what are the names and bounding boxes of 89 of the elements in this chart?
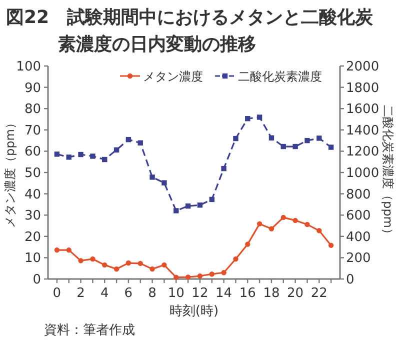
x-tick-label: 20 bbox=[287, 286, 304, 301]
point bbox=[209, 272, 214, 277]
x-tick-label: 2 bbox=[76, 286, 85, 301]
point bbox=[102, 262, 108, 268]
y2-tick-label: 2000 bbox=[346, 60, 380, 74]
point bbox=[268, 135, 274, 140]
y-tick-label: 30 bbox=[24, 208, 41, 224]
y-tick-label: 0 bbox=[32, 272, 41, 288]
point bbox=[54, 247, 60, 253]
chart-title: 図22 試験期間中におけるメタンと二酸化炭素濃度の日内変動の推移 bbox=[6, 6, 374, 57]
point bbox=[328, 144, 334, 150]
point bbox=[256, 221, 262, 226]
point bbox=[126, 260, 132, 266]
point bbox=[185, 274, 191, 280]
point bbox=[90, 256, 96, 262]
x-tick-label: 8 bbox=[148, 286, 156, 301]
point bbox=[316, 228, 322, 234]
point bbox=[185, 203, 191, 209]
point bbox=[316, 136, 322, 141]
y-tick-label: 70 bbox=[24, 123, 41, 138]
point bbox=[280, 144, 286, 150]
point bbox=[245, 116, 250, 122]
y-tick-label: 90 bbox=[24, 80, 41, 96]
y2-tick-label: 1000 bbox=[346, 166, 380, 181]
point bbox=[328, 242, 334, 248]
point bbox=[233, 136, 238, 142]
point bbox=[209, 196, 214, 202]
y2-tick-label: 1400 bbox=[346, 123, 380, 138]
point bbox=[221, 270, 226, 276]
y-tick-label: 10 bbox=[24, 251, 41, 266]
point bbox=[162, 180, 167, 186]
point bbox=[78, 152, 84, 158]
point bbox=[245, 242, 250, 247]
point bbox=[54, 152, 60, 157]
point bbox=[256, 114, 262, 120]
point bbox=[233, 256, 238, 262]
y2-tick-label: 200 bbox=[346, 251, 371, 266]
point bbox=[66, 247, 72, 253]
y-tick-label: 50 bbox=[24, 166, 41, 181]
point bbox=[292, 218, 298, 224]
y2-tick-label: 800 bbox=[346, 187, 371, 202]
x-tick-label: 0 bbox=[52, 286, 62, 301]
point bbox=[174, 274, 179, 280]
point bbox=[162, 262, 167, 268]
text: 資料：筆者作成 bbox=[44, 323, 135, 338]
y-tick-label: 60 bbox=[24, 144, 41, 160]
legend-label: メタン濃度 bbox=[143, 70, 203, 84]
point bbox=[174, 208, 179, 214]
y-tick-label: 100 bbox=[16, 60, 41, 74]
legend-label: 二酸化炭素濃度 bbox=[238, 70, 322, 84]
point bbox=[304, 138, 310, 144]
y2-tick-label: 0 bbox=[346, 272, 354, 288]
point bbox=[221, 166, 226, 172]
x-axis-title: 時刻(時) bbox=[169, 304, 219, 319]
point bbox=[114, 147, 120, 153]
y-tick-label: 80 bbox=[24, 102, 41, 118]
y-axis-title: メタン濃度（ppm） bbox=[3, 117, 17, 228]
point bbox=[114, 266, 120, 272]
point bbox=[268, 226, 274, 232]
point bbox=[280, 214, 286, 220]
x-tick-label: 18 bbox=[263, 286, 280, 301]
x-tick-label: 10 bbox=[168, 286, 184, 301]
point bbox=[197, 273, 203, 279]
y2-tick-label: 1600 bbox=[346, 102, 380, 118]
x-tick-label: 16 bbox=[239, 286, 256, 301]
y-tick-label: 20 bbox=[24, 230, 41, 245]
y2-tick-label: 600 bbox=[346, 208, 371, 224]
x-tick-label: 4 bbox=[100, 286, 109, 301]
point bbox=[126, 136, 132, 142]
x-tick-label: 14 bbox=[216, 286, 232, 301]
point bbox=[66, 154, 72, 160]
point bbox=[292, 144, 298, 150]
point bbox=[138, 140, 143, 146]
y2-tick-label: 1800 bbox=[346, 80, 380, 96]
point bbox=[78, 258, 84, 264]
x-tick-label: 22 bbox=[310, 286, 328, 301]
y-tick-label: 40 bbox=[24, 187, 41, 202]
x-tick-label: 12 bbox=[192, 286, 208, 301]
point bbox=[197, 202, 203, 208]
y2-tick-label: 1200 bbox=[346, 144, 380, 160]
point bbox=[102, 156, 108, 162]
point bbox=[138, 260, 143, 266]
point bbox=[90, 154, 96, 159]
point bbox=[304, 222, 310, 228]
x-tick-label: 6 bbox=[124, 286, 133, 301]
point bbox=[150, 266, 155, 272]
y2-tick-label: 400 bbox=[346, 230, 371, 245]
y2-axis-title: 二酸化炭素濃度（ppm） bbox=[381, 105, 395, 240]
point bbox=[150, 174, 155, 180]
